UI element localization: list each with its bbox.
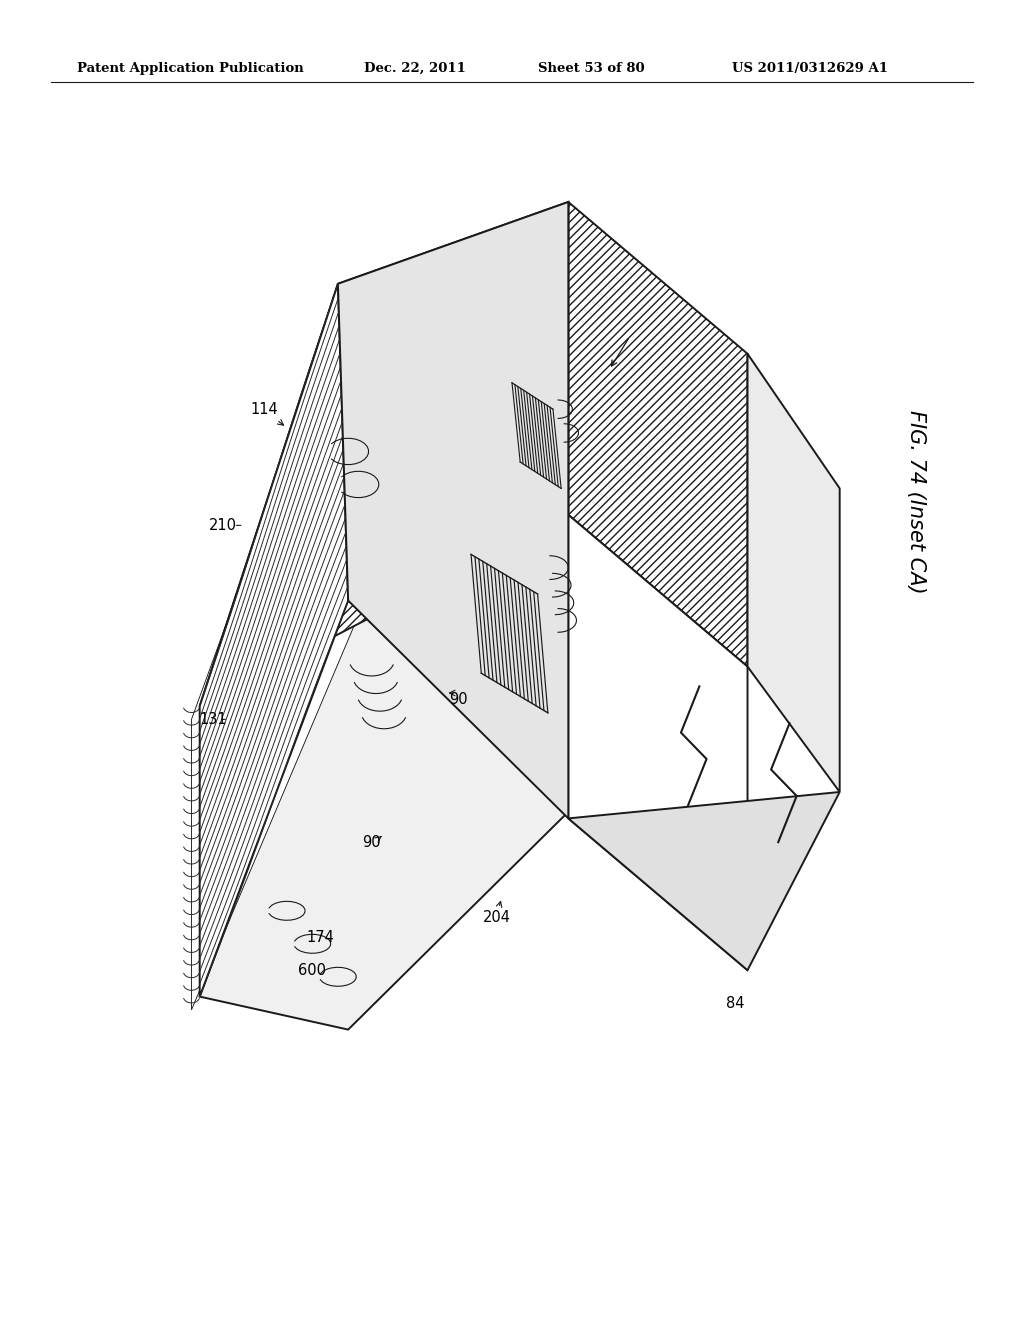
Text: Dec. 22, 2011: Dec. 22, 2011 bbox=[364, 62, 465, 75]
Text: US 2011/0312629 A1: US 2011/0312629 A1 bbox=[732, 62, 888, 75]
Text: Sheet 53 of 80: Sheet 53 of 80 bbox=[538, 62, 644, 75]
Text: 210: 210 bbox=[209, 517, 238, 533]
Polygon shape bbox=[568, 515, 748, 970]
Text: 600: 600 bbox=[298, 962, 327, 978]
Text: 84: 84 bbox=[726, 995, 744, 1011]
Polygon shape bbox=[200, 202, 568, 706]
Text: 90: 90 bbox=[362, 834, 381, 850]
Polygon shape bbox=[568, 792, 840, 970]
Text: 131: 131 bbox=[200, 711, 226, 727]
Text: 174: 174 bbox=[306, 929, 335, 945]
Polygon shape bbox=[191, 304, 356, 1010]
Text: Patent Application Publication: Patent Application Publication bbox=[77, 62, 303, 75]
Polygon shape bbox=[568, 202, 748, 667]
Polygon shape bbox=[748, 354, 840, 792]
Text: 204: 204 bbox=[482, 909, 511, 925]
Polygon shape bbox=[200, 601, 568, 1030]
Polygon shape bbox=[338, 202, 568, 818]
Text: 114: 114 bbox=[250, 401, 279, 417]
Text: 90: 90 bbox=[450, 692, 468, 708]
Polygon shape bbox=[200, 284, 348, 997]
Text: FIG. 74 (Inset CA): FIG. 74 (Inset CA) bbox=[906, 409, 927, 594]
